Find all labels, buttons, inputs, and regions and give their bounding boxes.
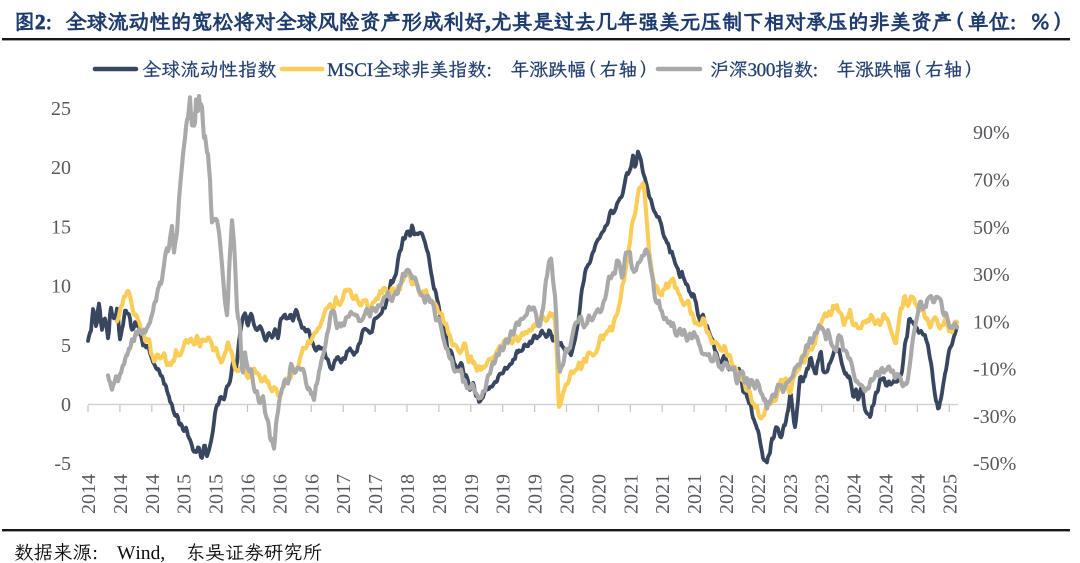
svg-text:2015: 2015 xyxy=(174,474,196,514)
svg-text:-10%: -10% xyxy=(973,359,1016,381)
svg-text:0: 0 xyxy=(61,394,71,416)
svg-text:2015: 2015 xyxy=(206,474,228,514)
svg-text:10: 10 xyxy=(51,276,71,298)
svg-text:2016: 2016 xyxy=(238,474,260,514)
svg-text:2019: 2019 xyxy=(493,474,515,514)
svg-text:2024: 2024 xyxy=(907,474,929,514)
svg-text:2016: 2016 xyxy=(269,474,291,514)
svg-text:2023: 2023 xyxy=(780,474,802,514)
svg-text:20: 20 xyxy=(51,157,71,179)
svg-text:25: 25 xyxy=(51,98,71,120)
svg-text:-50%: -50% xyxy=(973,453,1016,475)
svg-text:2022: 2022 xyxy=(716,474,738,514)
svg-text:2021: 2021 xyxy=(684,474,706,514)
svg-text:2020: 2020 xyxy=(557,474,579,514)
svg-text:15: 15 xyxy=(51,216,71,238)
svg-text:2020: 2020 xyxy=(588,474,610,514)
svg-text:90%: 90% xyxy=(973,122,1010,144)
svg-text:2024: 2024 xyxy=(844,474,866,514)
svg-text:2018: 2018 xyxy=(397,474,419,514)
svg-text:70%: 70% xyxy=(973,170,1010,192)
svg-text:2024: 2024 xyxy=(876,474,898,514)
svg-text:2019: 2019 xyxy=(461,474,483,514)
svg-text:5: 5 xyxy=(61,335,71,357)
svg-text:-5: -5 xyxy=(54,453,71,475)
svg-text:-30%: -30% xyxy=(973,406,1016,428)
svg-text:2017: 2017 xyxy=(333,474,355,514)
svg-text:2014: 2014 xyxy=(142,474,164,514)
svg-text:2025: 2025 xyxy=(939,474,961,514)
svg-text:2018: 2018 xyxy=(429,474,451,514)
svg-text:2014: 2014 xyxy=(78,474,100,514)
svg-text:10%: 10% xyxy=(973,311,1010,333)
svg-text:2023: 2023 xyxy=(812,474,834,514)
svg-text:2021: 2021 xyxy=(652,474,674,514)
svg-text:2016: 2016 xyxy=(301,474,323,514)
svg-text:30%: 30% xyxy=(973,264,1010,286)
svg-text:50%: 50% xyxy=(973,217,1010,239)
svg-text:2017: 2017 xyxy=(365,474,387,514)
svg-text:2014: 2014 xyxy=(110,474,132,514)
svg-text:2022: 2022 xyxy=(748,474,770,514)
svg-text:2021: 2021 xyxy=(620,474,642,514)
svg-text:2019: 2019 xyxy=(525,474,547,514)
